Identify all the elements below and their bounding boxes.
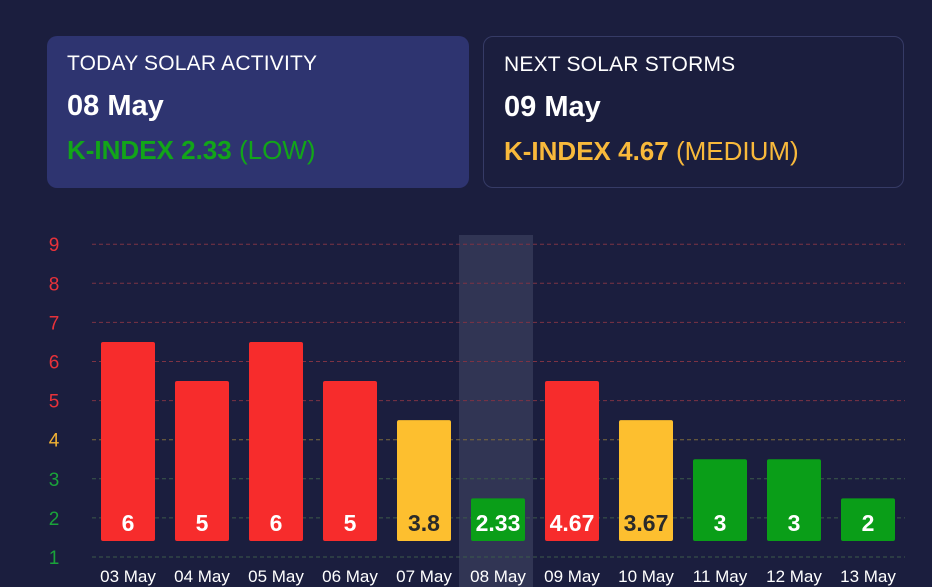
today-activity-card: TODAY SOLAR ACTIVITY 08 May K-INDEX 2.33…	[47, 36, 469, 188]
bar-value-label: 5	[196, 510, 209, 536]
today-kindex-value: K-INDEX 2.33	[67, 135, 232, 165]
bar-08-may	[471, 498, 525, 541]
today-date: 08 May	[67, 90, 164, 122]
y-tick-label: 3	[49, 470, 60, 491]
next-storm-card: NEXT SOLAR STORMS 09 May K-INDEX 4.67 (M…	[483, 36, 904, 188]
x-tick-label: 06 May	[322, 567, 378, 586]
bar-value-label: 3	[714, 510, 727, 536]
next-card-title: NEXT SOLAR STORMS	[504, 53, 736, 76]
y-tick-label: 6	[49, 353, 60, 374]
y-tick-label: 9	[49, 235, 60, 256]
bar-07-may	[397, 420, 451, 541]
bar-05-may	[249, 341, 303, 541]
bar-06-may	[323, 381, 377, 541]
next-date: 09 May	[504, 91, 601, 123]
y-tick-label: 8	[49, 274, 60, 295]
today-kindex-level: (LOW)	[238, 135, 316, 165]
bar-value-label: 5	[344, 510, 357, 536]
bar-value-label: 3	[788, 510, 801, 536]
bar-11-may	[693, 459, 747, 541]
today-card-title: TODAY SOLAR ACTIVITY	[67, 52, 318, 75]
x-tick-label: 09 May	[544, 567, 600, 586]
bar-value-label: 3.8	[408, 510, 440, 536]
x-tick-label: 12 May	[766, 567, 822, 586]
x-tick-label: 10 May	[618, 567, 674, 586]
y-tick-label: 1	[49, 548, 60, 569]
bar-value-label: 6	[270, 510, 283, 536]
x-tick-label: 07 May	[396, 567, 452, 586]
bar-10-may	[619, 420, 673, 541]
today-kindex-line: K-INDEX 2.33 (LOW)	[67, 135, 449, 166]
x-tick-label: 03 May	[100, 567, 156, 586]
bar-09-may	[545, 381, 599, 541]
kindex-bar-chart: 1 2 3 4 5 6 7 8 9 6 03 May 5 04 May 6 05 May 5 06 May 3.8…	[49, 235, 905, 587]
y-tick-label: 2	[49, 509, 60, 530]
x-tick-label: 13 May	[840, 567, 896, 586]
bar-04-may	[175, 381, 229, 541]
x-tick-label: 11 May	[693, 567, 748, 586]
bar-value-label: 6	[122, 510, 135, 536]
x-tick-label: 08 May	[470, 567, 526, 586]
bar-13-may	[841, 498, 895, 541]
bar-12-may	[767, 459, 821, 541]
next-kindex-line: K-INDEX 4.67 (MEDIUM)	[504, 136, 883, 167]
y-tick-label: 5	[49, 392, 60, 413]
x-tick-label: 05 May	[248, 567, 304, 586]
bar-03-may	[101, 341, 155, 541]
x-tick-label: 04 May	[174, 567, 230, 586]
y-tick-label: 7	[49, 313, 60, 334]
bar-value-label: 2	[862, 510, 875, 536]
y-tick-label: 4	[49, 431, 60, 452]
next-kindex-level: (MEDIUM)	[675, 136, 799, 166]
bar-value-label: 2.33	[476, 510, 521, 536]
next-kindex-value: K-INDEX 4.67	[504, 136, 669, 166]
bar-value-label: 3.67	[624, 510, 669, 536]
bar-value-label: 4.67	[550, 510, 595, 536]
